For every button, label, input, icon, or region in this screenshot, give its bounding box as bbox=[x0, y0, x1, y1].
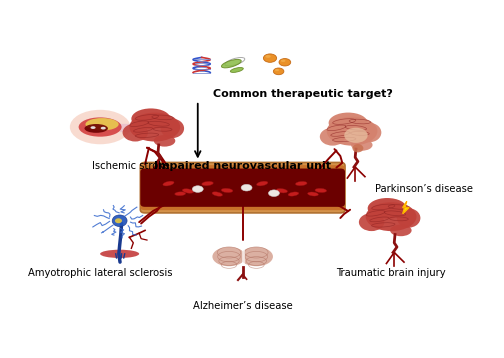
Ellipse shape bbox=[390, 224, 412, 236]
Ellipse shape bbox=[352, 144, 363, 153]
Ellipse shape bbox=[202, 182, 213, 186]
Text: Parkinson’s disease: Parkinson’s disease bbox=[375, 184, 473, 194]
Ellipse shape bbox=[344, 128, 368, 143]
Ellipse shape bbox=[115, 218, 122, 223]
Text: Common therapeutic target?: Common therapeutic target? bbox=[213, 90, 393, 100]
Ellipse shape bbox=[358, 123, 382, 142]
Text: Amyotrophic lateral sclerosis: Amyotrophic lateral sclerosis bbox=[28, 268, 172, 277]
Ellipse shape bbox=[175, 192, 185, 196]
Ellipse shape bbox=[221, 188, 233, 193]
Ellipse shape bbox=[320, 128, 345, 146]
Ellipse shape bbox=[307, 192, 319, 196]
Ellipse shape bbox=[281, 59, 285, 62]
Ellipse shape bbox=[273, 68, 284, 75]
FancyBboxPatch shape bbox=[140, 169, 345, 207]
Ellipse shape bbox=[275, 69, 279, 71]
Ellipse shape bbox=[230, 68, 243, 72]
Ellipse shape bbox=[101, 127, 106, 130]
Ellipse shape bbox=[257, 181, 268, 186]
Ellipse shape bbox=[327, 117, 377, 146]
Ellipse shape bbox=[212, 192, 222, 196]
Ellipse shape bbox=[329, 112, 367, 133]
Text: Impaired neurovascular unit: Impaired neurovascular unit bbox=[154, 161, 331, 171]
FancyBboxPatch shape bbox=[140, 163, 345, 213]
Ellipse shape bbox=[240, 247, 273, 266]
Ellipse shape bbox=[359, 213, 384, 231]
Ellipse shape bbox=[264, 54, 277, 62]
Ellipse shape bbox=[225, 58, 245, 66]
Ellipse shape bbox=[182, 189, 194, 193]
Ellipse shape bbox=[193, 186, 203, 192]
Ellipse shape bbox=[132, 108, 170, 129]
Text: Alzheimer’s disease: Alzheimer’s disease bbox=[193, 301, 292, 311]
Ellipse shape bbox=[130, 112, 180, 141]
Ellipse shape bbox=[112, 215, 127, 227]
Ellipse shape bbox=[70, 110, 131, 144]
Ellipse shape bbox=[366, 202, 416, 231]
Ellipse shape bbox=[100, 250, 139, 258]
Text: Traumatic brain injury: Traumatic brain injury bbox=[336, 268, 446, 277]
Ellipse shape bbox=[279, 59, 291, 66]
Ellipse shape bbox=[266, 55, 271, 58]
Ellipse shape bbox=[163, 181, 174, 186]
Ellipse shape bbox=[161, 119, 184, 138]
Ellipse shape bbox=[91, 126, 96, 129]
Ellipse shape bbox=[276, 189, 287, 193]
Ellipse shape bbox=[269, 190, 279, 197]
Ellipse shape bbox=[367, 198, 407, 219]
Ellipse shape bbox=[295, 182, 307, 186]
Ellipse shape bbox=[86, 118, 118, 130]
Ellipse shape bbox=[212, 247, 245, 266]
Ellipse shape bbox=[397, 208, 420, 228]
Text: Ischemic stroke: Ischemic stroke bbox=[92, 161, 170, 171]
FancyBboxPatch shape bbox=[140, 165, 345, 210]
Ellipse shape bbox=[241, 184, 252, 191]
Ellipse shape bbox=[351, 139, 372, 151]
Ellipse shape bbox=[315, 188, 327, 193]
Ellipse shape bbox=[79, 117, 121, 137]
Polygon shape bbox=[403, 202, 409, 214]
Ellipse shape bbox=[122, 124, 148, 141]
Ellipse shape bbox=[288, 192, 299, 196]
Ellipse shape bbox=[154, 135, 175, 147]
Ellipse shape bbox=[85, 124, 108, 133]
Ellipse shape bbox=[221, 59, 241, 68]
